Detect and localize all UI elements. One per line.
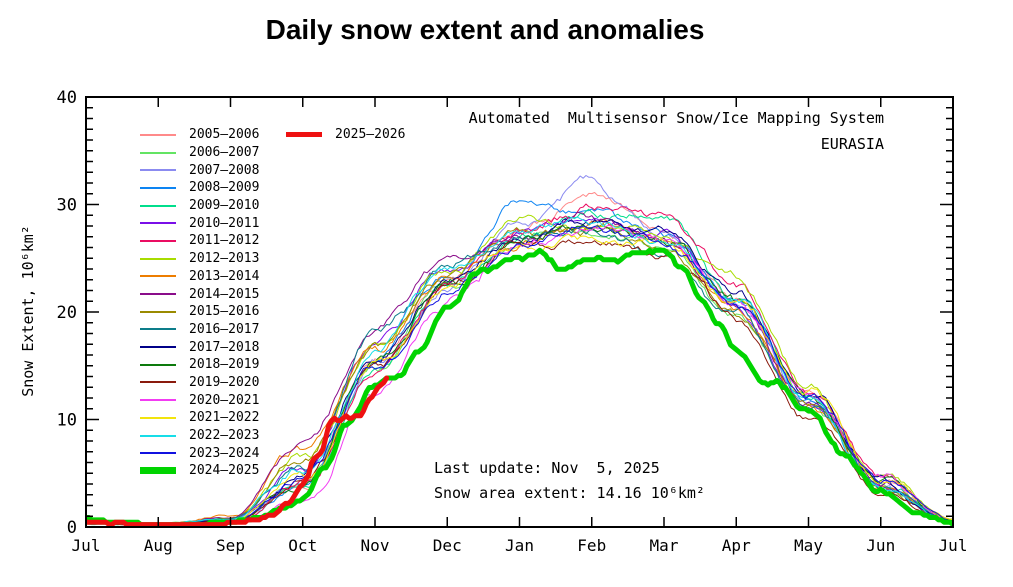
legend-item-2021-2022: 2021–2022 xyxy=(140,409,259,427)
legend-swatch xyxy=(140,169,176,172)
legend-swatch xyxy=(286,132,322,138)
legend-swatch xyxy=(140,467,176,475)
x-tick-label: Jul xyxy=(939,536,968,555)
legend-swatch xyxy=(140,186,176,189)
x-tick-label: Jul xyxy=(72,536,101,555)
x-tick-label: Sep xyxy=(216,536,245,555)
legend-item-2011-2012: 2011–2012 xyxy=(140,232,259,250)
legend-swatch xyxy=(140,434,176,437)
legend-label: 2012–2013 xyxy=(189,251,260,267)
legend-item-2010-2011: 2010–2011 xyxy=(140,214,259,232)
legend-label: 2005–2006 xyxy=(189,127,260,143)
legend-item-2014-2015: 2014–2015 xyxy=(140,285,259,303)
series-line-2013-2014 xyxy=(86,218,953,526)
legend-label: 2008–2009 xyxy=(189,180,260,196)
system-name-text: Automated Multisensor Snow/Ice Mapping S… xyxy=(468,109,884,127)
legend-label: 2020–2021 xyxy=(189,392,260,408)
legend-label: 2009–2010 xyxy=(189,198,260,214)
legend-label: 2007–2008 xyxy=(189,162,260,178)
x-tick-label: Apr xyxy=(722,536,751,555)
legend-item-2024-2025: 2024–2025 xyxy=(140,462,259,480)
legend-swatch xyxy=(140,204,176,207)
legend-label: 2017–2018 xyxy=(189,339,260,355)
legend-swatch xyxy=(140,275,176,278)
legend-item-2018-2019: 2018–2019 xyxy=(140,356,259,374)
legend-swatch xyxy=(140,381,176,384)
legend-label: 2021–2022 xyxy=(189,410,260,426)
y-tick-label: 10 xyxy=(57,411,77,431)
legend-item-2017-2018: 2017–2018 xyxy=(140,338,259,356)
last-update-text: Last update: Nov 5, 2025 xyxy=(434,459,660,477)
legend-label: 2006–2007 xyxy=(189,145,260,161)
legend-item-2016-2017: 2016–2017 xyxy=(140,321,259,339)
legend-swatch xyxy=(140,222,176,225)
legend-label: 2023–2024 xyxy=(189,445,260,461)
legend-item-2015-2016: 2015–2016 xyxy=(140,303,259,321)
legend-label: 2024–2025 xyxy=(189,463,260,479)
legend-column-history: 2005–2006 2006–2007 2007–2008 2008–2009 2009… xyxy=(140,126,259,480)
legend-swatch xyxy=(140,346,176,349)
legend-swatch xyxy=(140,328,176,331)
legend-swatch xyxy=(140,310,176,313)
legend-swatch xyxy=(140,239,176,242)
legend-item-2019-2020: 2019–2020 xyxy=(140,374,259,392)
legend-label: 2011–2012 xyxy=(189,233,260,249)
legend-item-2007-2008: 2007–2008 xyxy=(140,161,259,179)
legend-swatch xyxy=(140,257,176,260)
legend-item-2009-2010: 2009–2010 xyxy=(140,197,259,215)
legend-label: 2010–2011 xyxy=(189,215,260,231)
legend-item-2022-2023: 2022–2023 xyxy=(140,427,259,445)
legend-swatch xyxy=(140,293,176,296)
y-tick-label: 40 xyxy=(57,88,77,108)
x-tick-label: Aug xyxy=(144,536,173,555)
legend-swatch xyxy=(140,363,176,366)
x-tick-label: Oct xyxy=(288,536,317,555)
region-text: EURASIA xyxy=(820,135,884,153)
x-tick-label: Dec xyxy=(433,536,462,555)
legend-label: 2013–2014 xyxy=(189,268,260,284)
legend-item-2013-2014: 2013–2014 xyxy=(140,268,259,286)
y-axis-label: Snow Extent, 10⁶km² xyxy=(19,225,37,397)
legend-swatch xyxy=(140,399,176,402)
legend-item-2006-2007: 2006–2007 xyxy=(140,144,259,162)
x-tick-label: Jan xyxy=(505,536,534,555)
page-title: Daily snow extent and anomalies xyxy=(265,14,705,45)
snow-area-extent-text: Snow area extent: 14.16 10⁶km² xyxy=(434,484,705,502)
y-tick-label: 20 xyxy=(57,303,77,323)
legend-label: 2015–2016 xyxy=(189,304,260,320)
legend-swatch xyxy=(140,452,176,455)
legend-label: 2022–2023 xyxy=(189,428,260,444)
legend-item-2020-2021: 2020–2021 xyxy=(140,391,259,409)
legend-item-2008-2009: 2008–2009 xyxy=(140,179,259,197)
legend-column-current: 2025–2026 xyxy=(286,126,405,144)
y-tick-label: 0 xyxy=(67,518,77,538)
legend-label: 2019–2020 xyxy=(189,374,260,390)
legend-swatch xyxy=(140,151,176,154)
legend-item-2025-2026: 2025–2026 xyxy=(286,126,405,144)
x-tick-label: Mar xyxy=(650,536,679,555)
legend-label: 2014–2015 xyxy=(189,286,260,302)
legend-item-2012-2013: 2012–2013 xyxy=(140,250,259,268)
legend-label: 2018–2019 xyxy=(189,357,260,373)
x-tick-label: May xyxy=(794,536,823,555)
y-tick-label: 30 xyxy=(57,196,77,216)
legend-label: 2025–2026 xyxy=(335,127,406,143)
legend-label: 2016–2017 xyxy=(189,321,260,337)
series-line-2025-2026 xyxy=(86,375,390,528)
x-tick-label: Jun xyxy=(866,536,895,555)
legend-item-2005-2006: 2005–2006 xyxy=(140,126,259,144)
x-tick-label: Feb xyxy=(577,536,606,555)
x-tick-label: Nov xyxy=(361,536,390,555)
legend-item-2023-2024: 2023–2024 xyxy=(140,444,259,462)
legend-swatch xyxy=(140,133,176,136)
legend-swatch xyxy=(140,416,176,419)
